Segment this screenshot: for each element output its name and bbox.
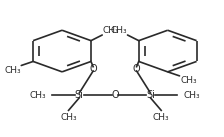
Text: O: O [111, 90, 119, 100]
Text: CH₃: CH₃ [183, 91, 200, 100]
Text: CH₃: CH₃ [180, 76, 197, 85]
Text: CH₃: CH₃ [30, 91, 46, 100]
Text: O: O [133, 64, 140, 74]
Text: Si: Si [75, 90, 84, 100]
Text: CH₃: CH₃ [60, 113, 77, 122]
Text: CH₃: CH₃ [4, 66, 21, 75]
Text: CH₃: CH₃ [110, 26, 127, 35]
Text: CH₃: CH₃ [153, 113, 170, 122]
Text: CH₃: CH₃ [103, 26, 119, 35]
Text: Si: Si [146, 90, 155, 100]
Text: O: O [89, 64, 97, 74]
